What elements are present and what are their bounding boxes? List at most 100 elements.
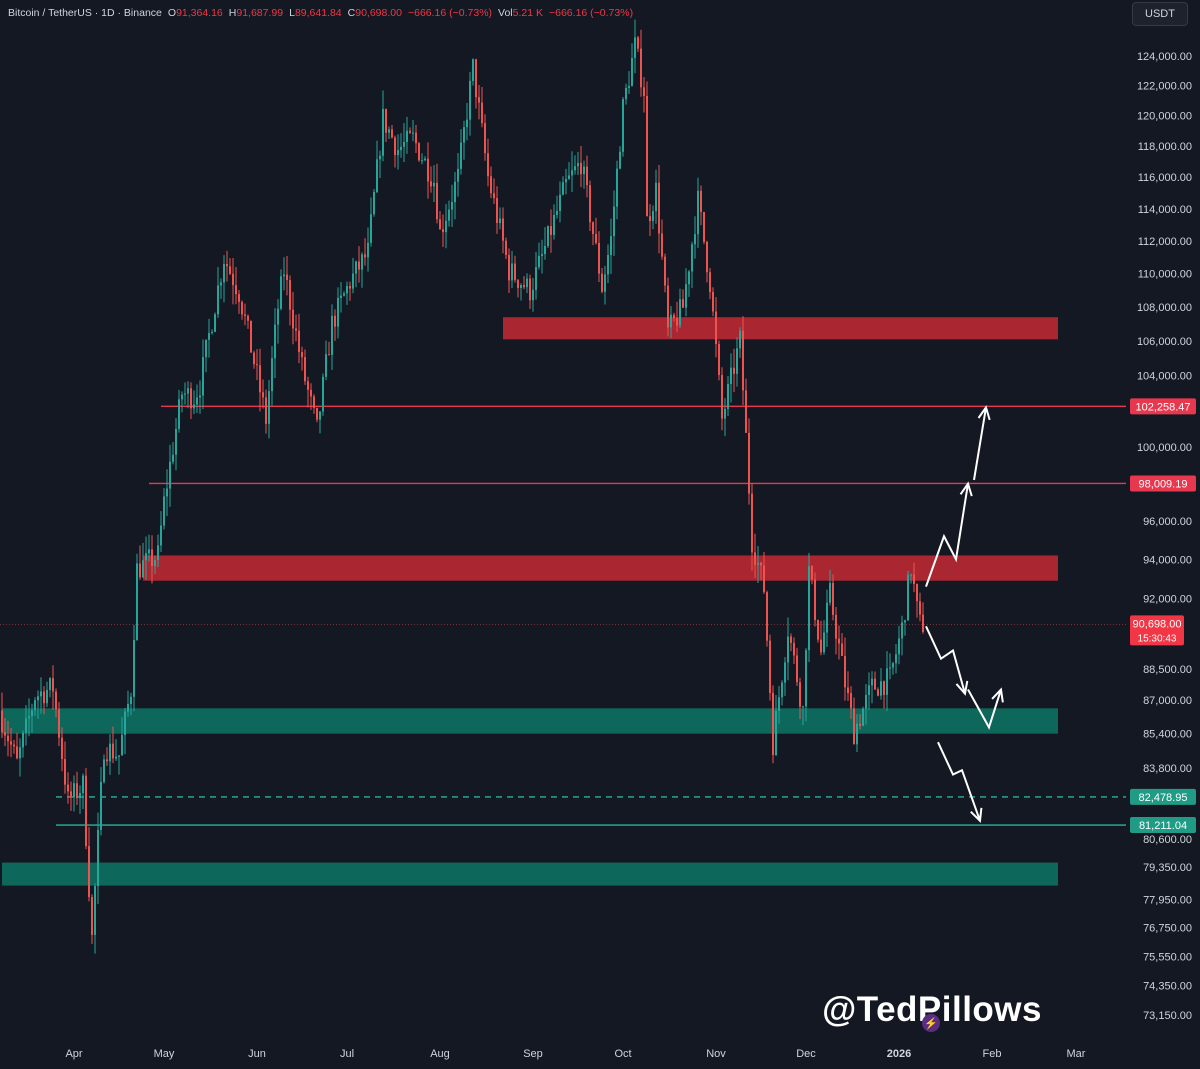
candle-up[interactable] — [142, 560, 144, 578]
candle-down[interactable] — [13, 744, 15, 747]
candle-down[interactable] — [745, 390, 747, 433]
candle-down[interactable] — [814, 579, 816, 621]
support-zone[interactable] — [2, 708, 1058, 734]
candle-down[interactable] — [52, 678, 54, 692]
candle-down[interactable] — [709, 272, 711, 293]
candle-down[interactable] — [916, 584, 918, 602]
candle-up[interactable] — [613, 206, 615, 237]
candle-down[interactable] — [799, 682, 801, 707]
candle-up[interactable] — [553, 215, 555, 235]
candle-up[interactable] — [130, 696, 132, 704]
candle-up[interactable] — [457, 168, 459, 182]
candle-up[interactable] — [775, 710, 777, 756]
candle-up[interactable] — [205, 339, 207, 358]
candle-up[interactable] — [283, 274, 285, 277]
candle-up[interactable] — [127, 703, 129, 712]
candle-down[interactable] — [601, 273, 603, 292]
candle-up[interactable] — [544, 246, 546, 255]
candle-down[interactable] — [4, 732, 6, 736]
candle-down[interactable] — [748, 432, 750, 494]
candle-up[interactable] — [631, 57, 633, 87]
candle-up[interactable] — [616, 168, 618, 207]
candle-down[interactable] — [262, 392, 264, 398]
candle-up[interactable] — [154, 560, 156, 566]
candle-down[interactable] — [841, 643, 843, 657]
candle-up[interactable] — [448, 209, 450, 221]
candle-down[interactable] — [436, 182, 438, 220]
support-zone[interactable] — [2, 862, 1058, 886]
candle-up[interactable] — [400, 146, 402, 151]
candle-down[interactable] — [505, 240, 507, 255]
candle-down[interactable] — [190, 388, 192, 409]
candle-up[interactable] — [697, 190, 699, 235]
candle-down[interactable] — [91, 897, 93, 935]
candle-up[interactable] — [49, 678, 51, 690]
candle-down[interactable] — [589, 185, 591, 223]
candle-down[interactable] — [493, 193, 495, 199]
symbol-title[interactable]: Bitcoin / TetherUS · 1D · Binance — [8, 7, 162, 19]
candle-down[interactable] — [58, 709, 60, 738]
candle-down[interactable] — [490, 176, 492, 194]
candle-up[interactable] — [184, 393, 186, 395]
candle-down[interactable] — [385, 109, 387, 133]
candle-down[interactable] — [760, 562, 762, 566]
candle-up[interactable] — [202, 357, 204, 396]
candle-down[interactable] — [844, 656, 846, 688]
candle-down[interactable] — [859, 723, 861, 726]
candle-up[interactable] — [169, 461, 171, 489]
candle-up[interactable] — [622, 99, 624, 152]
candle-down[interactable] — [43, 691, 45, 704]
candle-up[interactable] — [403, 141, 405, 147]
candle-down[interactable] — [301, 351, 303, 358]
candle-down[interactable] — [820, 639, 822, 653]
candle-up[interactable] — [757, 562, 759, 565]
candle-down[interactable] — [70, 791, 72, 798]
candle-up[interactable] — [547, 226, 549, 247]
resistance-zone[interactable] — [503, 317, 1058, 340]
candle-up[interactable] — [46, 689, 48, 704]
candle-up[interactable] — [361, 254, 363, 270]
candle-down[interactable] — [883, 681, 885, 695]
candle-up[interactable] — [196, 397, 198, 405]
candle-down[interactable] — [313, 396, 315, 408]
candle-up[interactable] — [559, 194, 561, 211]
candle-down[interactable] — [439, 219, 441, 230]
candle-down[interactable] — [304, 357, 306, 382]
candle-up[interactable] — [22, 732, 24, 748]
candle-up[interactable] — [100, 781, 102, 830]
candle-up[interactable] — [730, 367, 732, 385]
candle-up[interactable] — [136, 563, 138, 641]
candle-down[interactable] — [76, 783, 78, 799]
candle-up[interactable] — [910, 574, 912, 576]
candle-down[interactable] — [664, 256, 666, 286]
candle-down[interactable] — [598, 242, 600, 274]
candle-down[interactable] — [139, 563, 141, 578]
candle-up[interactable] — [412, 132, 414, 134]
currency-button[interactable]: USDT — [1132, 2, 1188, 26]
candle-up[interactable] — [862, 708, 864, 726]
candle-down[interactable] — [418, 143, 420, 161]
candle-up[interactable] — [808, 566, 810, 651]
candle-up[interactable] — [871, 678, 873, 686]
candle-down[interactable] — [847, 687, 849, 694]
candle-down[interactable] — [349, 285, 351, 289]
candle-up[interactable] — [178, 399, 180, 429]
candle-up[interactable] — [163, 496, 165, 526]
candle-up[interactable] — [331, 315, 333, 355]
candle-up[interactable] — [610, 236, 612, 256]
candle-up[interactable] — [679, 299, 681, 326]
candle-up[interactable] — [352, 273, 354, 289]
candle-up[interactable] — [892, 663, 894, 668]
candle-down[interactable] — [637, 37, 639, 49]
candle-down[interactable] — [523, 285, 525, 288]
candle-up[interactable] — [187, 388, 189, 394]
candle-down[interactable] — [712, 292, 714, 312]
candle-up[interactable] — [199, 395, 201, 398]
candle-down[interactable] — [514, 263, 516, 281]
candle-up[interactable] — [31, 710, 33, 717]
candle-up[interactable] — [94, 886, 96, 935]
candle-down[interactable] — [358, 261, 360, 270]
candle-up[interactable] — [25, 718, 27, 733]
candle-up[interactable] — [574, 166, 576, 171]
